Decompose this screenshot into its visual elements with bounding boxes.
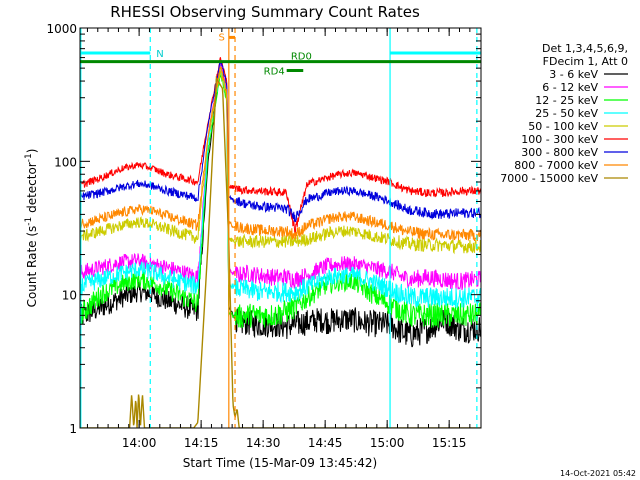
footer-timestamp: 14-Oct-2021 05:42 [560, 469, 636, 478]
series-line-5 [80, 57, 481, 236]
chart-title: RHESSI Observing Summary Count Rates [110, 3, 420, 21]
legend: Det 1,3,4,5,6,9,FDecim 1, Att 03 - 6 keV… [500, 42, 628, 185]
series-2 [80, 73, 481, 328]
x-tick-label-0: 14:00 [122, 436, 157, 450]
series-line-4 [80, 70, 481, 255]
y-tick-label-3: 1 [69, 422, 77, 436]
series-line-0 [80, 61, 481, 348]
series-line-6 [80, 60, 481, 223]
y-tick-label-0: 1000 [46, 22, 77, 36]
y-tick-label-1: 100 [54, 155, 77, 169]
saa-label: S [218, 32, 224, 43]
y-axis-label-suffix: ) [25, 149, 39, 154]
y-axis-label-sup1: -1 [24, 217, 34, 226]
series-layer [80, 57, 481, 428]
x-tick-label-1: 14:15 [184, 436, 219, 450]
legend-header-1: FDecim 1, Att 0 [543, 55, 628, 68]
y-axis-label: Count Rate (s-1 detector-1) [24, 149, 39, 308]
plot-frame [79, 27, 482, 429]
series-5 [80, 57, 481, 236]
y-axis: 1000 100 10 1 [46, 22, 481, 436]
series-line-2 [80, 73, 481, 328]
legend-label-1: 6 - 12 keV [542, 81, 598, 94]
series-1 [80, 61, 481, 291]
x-tick-label-2: 14:30 [246, 436, 281, 450]
legend-label-7: 800 - 7000 keV [514, 159, 598, 172]
decimation-label-1: RD4 [264, 67, 285, 78]
series-8 [80, 75, 481, 428]
series-7 [80, 66, 481, 242]
legend-label-3: 25 - 50 keV [535, 107, 598, 120]
legend-label-8: 7000 - 15000 keV [500, 172, 598, 185]
series-line-7 [80, 66, 481, 242]
series-6 [80, 60, 481, 223]
night-label-0: N [156, 49, 163, 60]
y-tick-label-2: 10 [62, 289, 77, 303]
legend-label-4: 50 - 100 keV [528, 120, 598, 133]
x-tick-label-4: 15:00 [370, 436, 405, 450]
series-line-1 [80, 61, 481, 291]
series-3 [80, 65, 481, 309]
y-axis-label-mid: detector [25, 162, 39, 217]
series-4 [80, 70, 481, 255]
decimation-label-0: RD0 [291, 52, 312, 63]
y-axis-label-prefix: Count Rate (s [25, 226, 39, 308]
series-0 [80, 61, 481, 348]
annotation-layer: RD0 RD4 N S [80, 28, 481, 428]
x-tick-label-3: 14:45 [308, 436, 343, 450]
x-axis-label: Start Time (15-Mar-09 13:45:42) [183, 456, 377, 470]
series-line-3 [80, 65, 481, 309]
legend-label-2: 12 - 25 keV [535, 94, 598, 107]
legend-header-0: Det 1,3,4,5,6,9, [542, 42, 628, 55]
legend-label-6: 300 - 800 keV [521, 146, 598, 159]
legend-label-5: 100 - 300 keV [521, 133, 598, 146]
y-axis-label-sup2: -1 [24, 153, 34, 162]
x-tick-label-5: 15:15 [432, 436, 467, 450]
legend-label-0: 3 - 6 keV [549, 68, 598, 81]
x-axis: 14:00 14:15 14:30 14:45 15:00 15:15 [86, 28, 471, 450]
series-line-8 [80, 75, 481, 428]
